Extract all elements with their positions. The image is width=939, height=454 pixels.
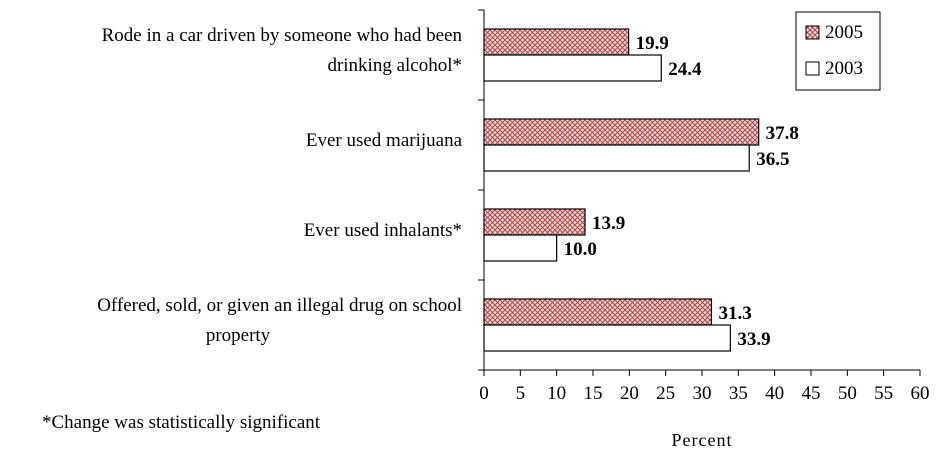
footnote: *Change was statistically significant	[42, 412, 321, 433]
category-label-3: property	[206, 325, 271, 346]
x-axis-title: Percent	[672, 430, 733, 450]
data-label-2003-2: 10.0	[564, 239, 597, 260]
x-tick-label: 30	[693, 383, 712, 404]
x-tick-label: 5	[516, 383, 526, 404]
data-label-2003-1: 36.5	[756, 149, 789, 170]
data-label-2005-1: 37.8	[766, 123, 799, 144]
x-tick-label: 10	[547, 383, 566, 404]
bar-2005-1	[483, 118, 760, 146]
x-tick-label: 40	[765, 383, 784, 404]
category-label-0: Rode in a car driven by someone who had …	[102, 25, 463, 46]
category-label-2: Ever used inhalants*	[304, 220, 462, 241]
category-label-0: drinking alcohol*	[327, 55, 462, 76]
axes: 0 5 10 15 20 25 30 35 40 45 50 55 60	[478, 9, 930, 404]
bar-2003-3	[483, 324, 731, 352]
x-tick-label: 15	[584, 383, 603, 404]
x-tick-label: 60	[911, 383, 930, 404]
x-tick-label: 0	[479, 383, 489, 404]
legend-label-2005: 2005	[825, 22, 863, 43]
bar-2005-0	[483, 28, 630, 56]
legend-swatch-2003	[805, 61, 820, 76]
bar-2003-2	[483, 234, 558, 262]
legend-box	[795, 11, 881, 91]
legend-label-2003: 2003	[825, 58, 863, 79]
x-tick-label: 45	[802, 383, 821, 404]
bar-2005-2	[483, 208, 586, 236]
bar-2003-0	[483, 54, 662, 82]
bar-2005-3	[483, 298, 713, 326]
data-label-2005-0: 19.9	[636, 33, 669, 54]
data-label-2003-0: 24.4	[668, 59, 702, 80]
category-label-1: Ever used marijuana	[306, 130, 463, 151]
legend-swatch-2005	[805, 25, 820, 40]
bars	[483, 28, 760, 352]
bar-2003-1	[483, 144, 750, 172]
legend: 2005 2003	[795, 11, 881, 91]
x-tick-label: 50	[838, 383, 857, 404]
data-label-2005-2: 13.9	[592, 213, 625, 234]
labels: 19.9 24.4 Rode in a car driven by someone …	[97, 25, 799, 350]
x-tick-label: 20	[620, 383, 639, 404]
data-label-2003-3: 33.9	[737, 329, 770, 350]
x-tick-label: 55	[874, 383, 893, 404]
data-label-2005-3: 31.3	[718, 303, 751, 324]
x-tick-label: 35	[729, 383, 748, 404]
x-tick-label: 25	[656, 383, 675, 404]
category-label-3: Offered, sold, or given an illegal drug …	[97, 295, 462, 316]
